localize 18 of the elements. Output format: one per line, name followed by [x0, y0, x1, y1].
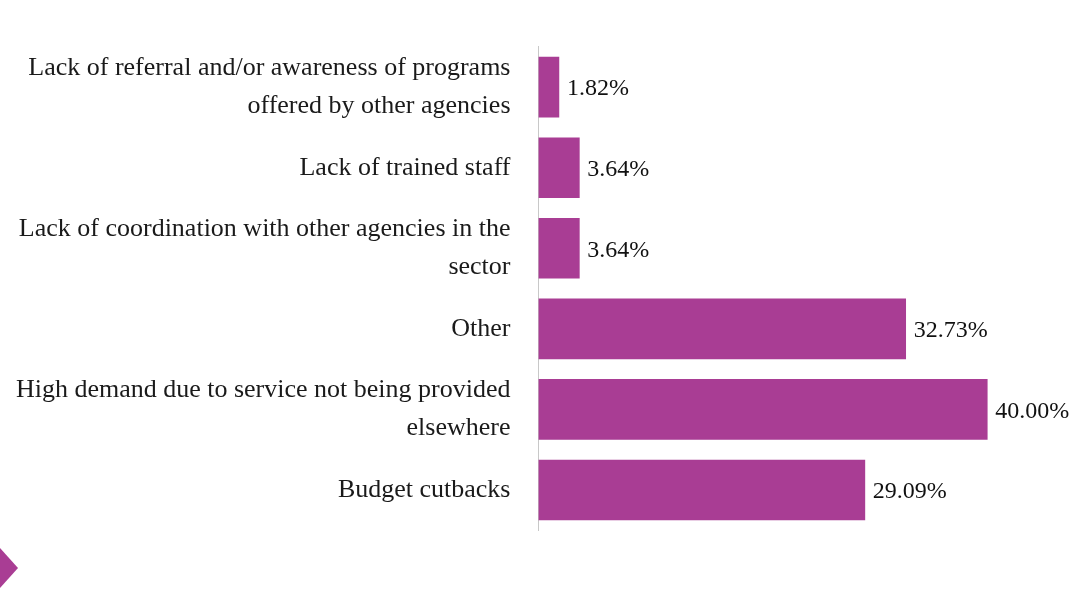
bar: [538, 459, 866, 521]
data-label: 32.73%: [913, 316, 988, 343]
y-tick-label: Budget cutbacks: [337, 473, 511, 503]
y-tick-label: Lack of trained staff: [299, 151, 511, 181]
data-label: 3.64%: [587, 155, 650, 182]
y-tick-label: High demand due to service not being provided elsewhere: [15, 374, 511, 442]
bar: [538, 137, 580, 199]
bar: [538, 298, 907, 360]
data-label: 3.64%: [587, 235, 650, 262]
y-tick-label: Lack of coordination with other agencies in the sector: [18, 213, 511, 280]
bar: [538, 379, 988, 440]
data-label: 1.82%: [566, 74, 629, 101]
data-label: 40.00%: [995, 396, 1070, 423]
y-tick-label: Lack of referral and/or awareness of programs offered by other agencies: [28, 52, 511, 119]
bar: [538, 56, 560, 118]
bar: [538, 217, 580, 279]
y-tick-label: Other: [451, 312, 511, 342]
data-label: 29.09%: [872, 477, 947, 504]
